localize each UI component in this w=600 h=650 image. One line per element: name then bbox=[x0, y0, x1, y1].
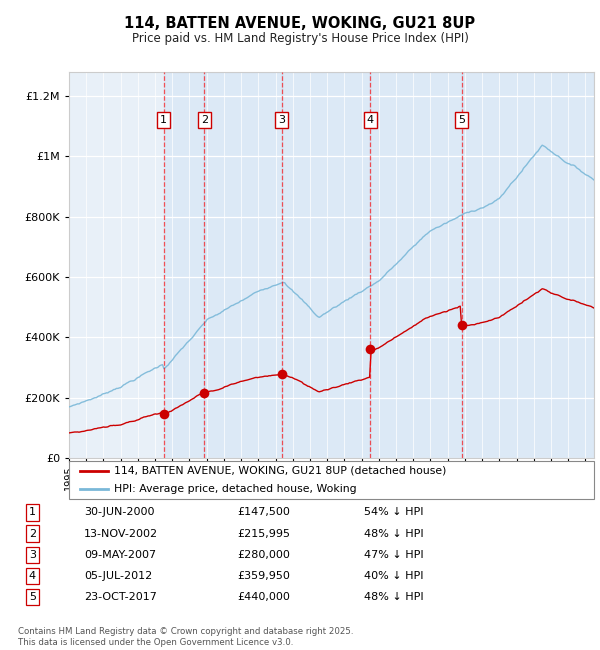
Text: 4: 4 bbox=[29, 571, 36, 581]
Text: 05-JUL-2012: 05-JUL-2012 bbox=[84, 571, 152, 581]
Text: 3: 3 bbox=[278, 115, 285, 125]
Bar bbox=[370, 72, 461, 458]
Text: 13-NOV-2002: 13-NOV-2002 bbox=[84, 528, 158, 539]
Text: 47% ↓ HPI: 47% ↓ HPI bbox=[364, 550, 423, 560]
Text: 1: 1 bbox=[160, 115, 167, 125]
Text: 1: 1 bbox=[29, 508, 36, 517]
Text: 23-OCT-2017: 23-OCT-2017 bbox=[84, 592, 157, 602]
Text: 30-JUN-2000: 30-JUN-2000 bbox=[84, 508, 155, 517]
Text: 114, BATTEN AVENUE, WOKING, GU21 8UP (detached house): 114, BATTEN AVENUE, WOKING, GU21 8UP (de… bbox=[113, 465, 446, 476]
Text: 2: 2 bbox=[29, 528, 36, 539]
Text: £359,950: £359,950 bbox=[237, 571, 290, 581]
Text: Price paid vs. HM Land Registry's House Price Index (HPI): Price paid vs. HM Land Registry's House … bbox=[131, 32, 469, 45]
Text: HPI: Average price, detached house, Woking: HPI: Average price, detached house, Woki… bbox=[113, 484, 356, 494]
Bar bbox=[164, 72, 205, 458]
Bar bbox=[461, 72, 594, 458]
Text: 54% ↓ HPI: 54% ↓ HPI bbox=[364, 508, 423, 517]
Text: 2: 2 bbox=[201, 115, 208, 125]
Text: 48% ↓ HPI: 48% ↓ HPI bbox=[364, 528, 423, 539]
FancyBboxPatch shape bbox=[69, 461, 594, 499]
Text: 5: 5 bbox=[29, 592, 36, 602]
Text: 48% ↓ HPI: 48% ↓ HPI bbox=[364, 592, 423, 602]
Text: 114, BATTEN AVENUE, WOKING, GU21 8UP: 114, BATTEN AVENUE, WOKING, GU21 8UP bbox=[124, 16, 476, 31]
Text: 40% ↓ HPI: 40% ↓ HPI bbox=[364, 571, 423, 581]
Text: 09-MAY-2007: 09-MAY-2007 bbox=[84, 550, 157, 560]
Text: £215,995: £215,995 bbox=[237, 528, 290, 539]
Text: 4: 4 bbox=[367, 115, 374, 125]
Text: £440,000: £440,000 bbox=[237, 592, 290, 602]
Text: Contains HM Land Registry data © Crown copyright and database right 2025.
This d: Contains HM Land Registry data © Crown c… bbox=[18, 627, 353, 647]
Text: 5: 5 bbox=[458, 115, 465, 125]
Bar bbox=[281, 72, 370, 458]
Text: 3: 3 bbox=[29, 550, 36, 560]
Text: £147,500: £147,500 bbox=[237, 508, 290, 517]
Bar bbox=[205, 72, 281, 458]
Text: £280,000: £280,000 bbox=[237, 550, 290, 560]
